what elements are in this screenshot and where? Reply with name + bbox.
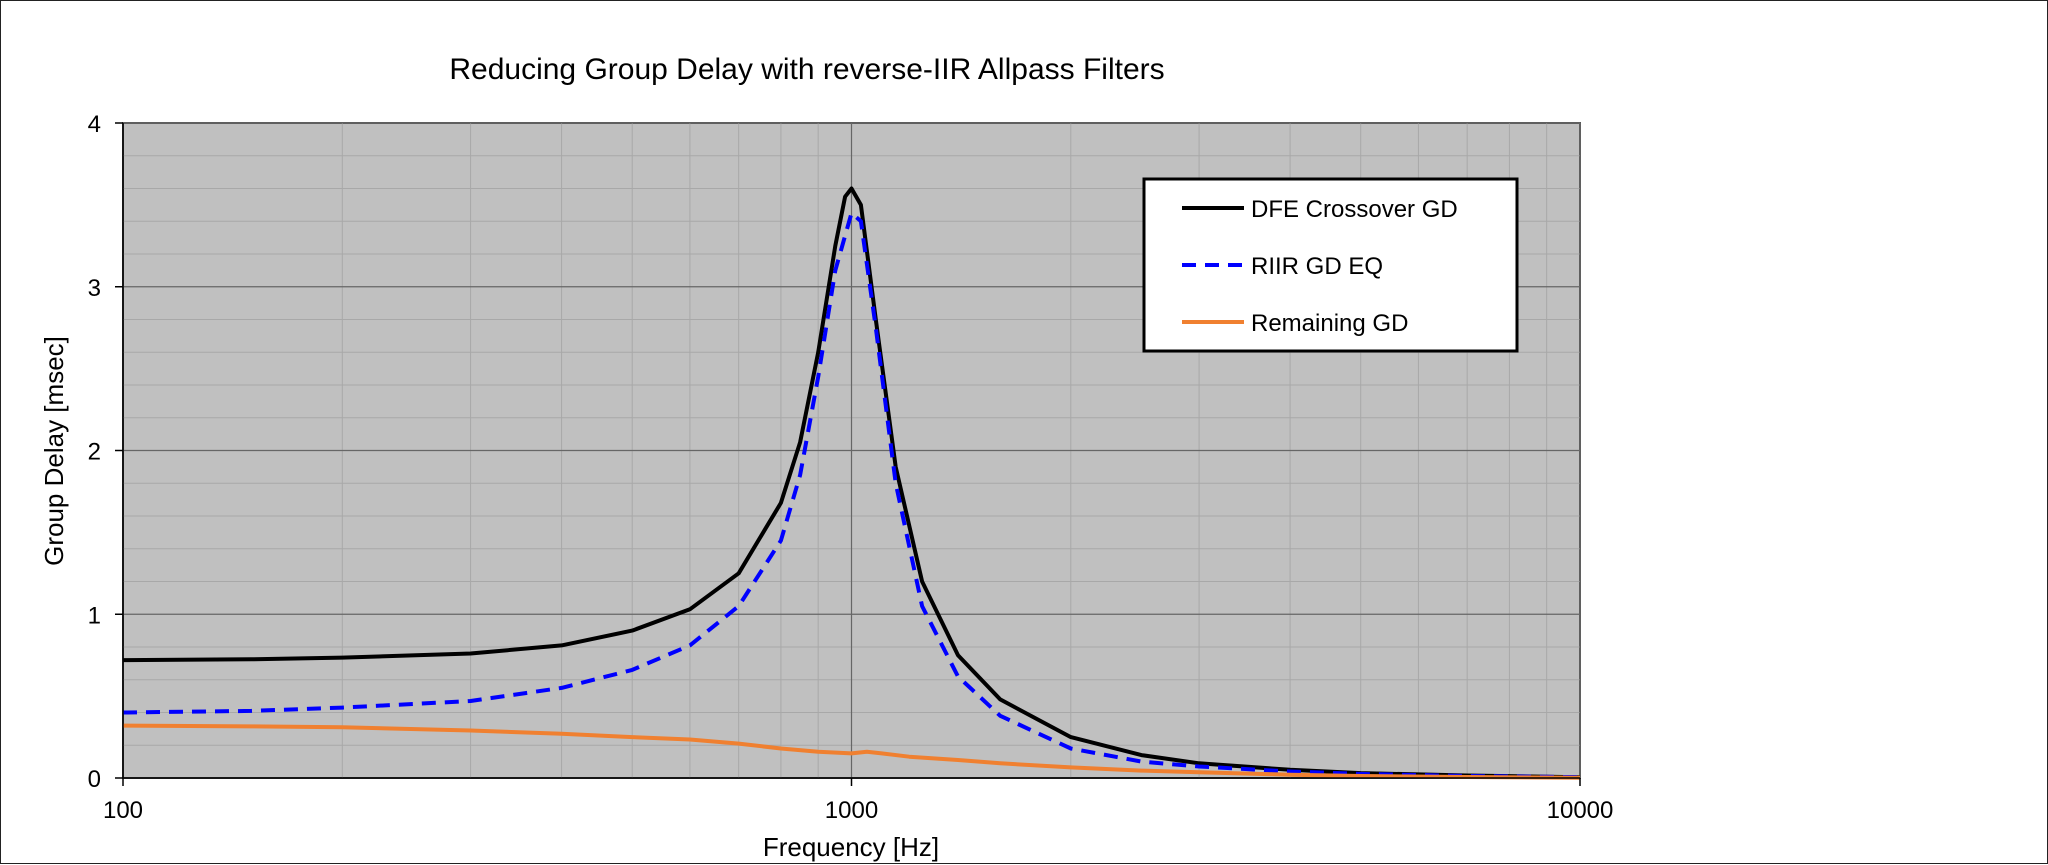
- y-tick-label: 4: [88, 111, 101, 138]
- series-layer: [122, 186, 1581, 780]
- axes-layer: 0 1 2 3 4 100 1000 10000: [88, 111, 1614, 824]
- legend-label-1: RIIR GD EQ: [1251, 253, 1383, 280]
- legend: DFE Crossover GD RIIR GD EQ Remaining GD: [1142, 177, 1519, 353]
- series-line-2: [122, 723, 1581, 780]
- legend-label-2: Remaining GD: [1251, 310, 1408, 337]
- legend-label-0: DFE Crossover GD: [1251, 196, 1458, 223]
- x-tick-label: 100: [103, 797, 143, 824]
- chart-title: Reducing Group Delay with reverse-IIR Al…: [449, 53, 1164, 86]
- x-tick-label: 10000: [1547, 797, 1614, 824]
- x-tick-label: 1000: [825, 797, 878, 824]
- y-tick-label: 2: [88, 439, 101, 466]
- y-tick-label: 1: [88, 602, 101, 629]
- x-axis-label: Frequency [Hz]: [763, 832, 939, 862]
- y-tick-label: 0: [88, 766, 101, 793]
- series-line-0: [122, 186, 1581, 780]
- y-tick-label: 3: [88, 275, 101, 302]
- y-axis-label: Group Delay [msec]: [39, 336, 69, 566]
